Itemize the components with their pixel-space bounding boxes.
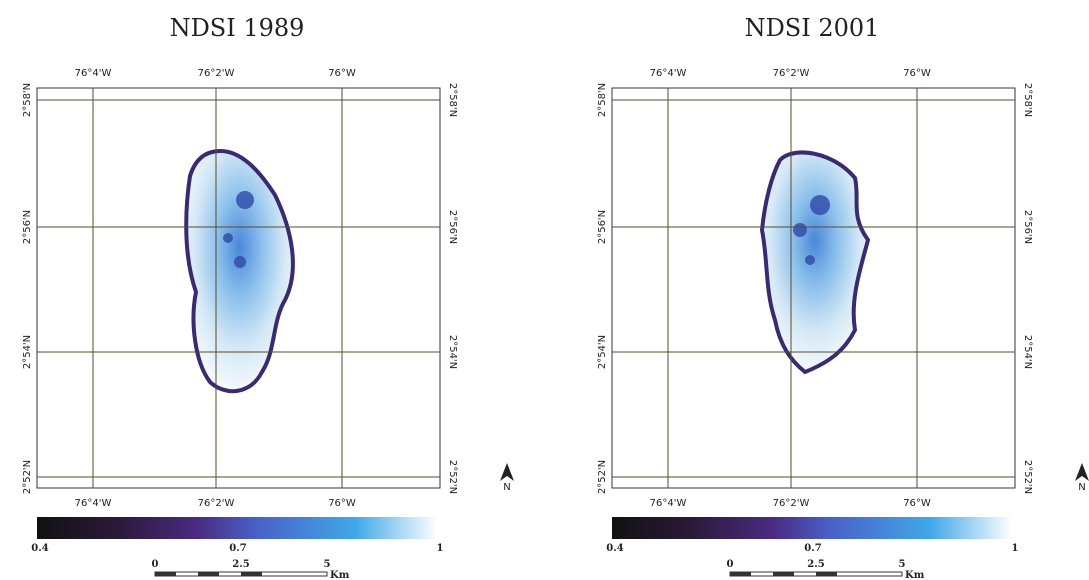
lon-label-bottom: 76°W xyxy=(328,498,356,509)
colorbar-label: 0.7 xyxy=(804,543,821,554)
lat-label-left: 2°56'N xyxy=(22,210,33,244)
map-panel: NDSI 1989 76°4'W 76°4'W 76°2'W 76°2'W 76°W 76°… xyxy=(22,14,514,580)
lat-label-left: 2°52'N xyxy=(597,460,608,494)
scale-bar-segment xyxy=(730,572,751,576)
north-arrow xyxy=(500,463,514,481)
map-panel: NDSI 2001 76°4'W 76°4'W 76°2'W 76°2'W 76°W 76°… xyxy=(597,14,1089,580)
panel-title: NDSI 2001 xyxy=(745,14,880,42)
lat-label-left: 2°58'N xyxy=(597,83,608,117)
colorbar xyxy=(612,517,1010,539)
map-frame xyxy=(611,87,1016,489)
colorbar-label: 0.7 xyxy=(229,543,246,554)
colorbar-label: 1 xyxy=(1012,543,1019,554)
lat-label-left: 2°58'N xyxy=(22,83,33,117)
scale-bar-segment xyxy=(155,572,176,576)
scale-label: 5 xyxy=(899,559,906,570)
scale-bar-segment xyxy=(198,572,219,576)
lat-label-right: 2°58'N xyxy=(1022,83,1033,117)
lon-label-top: 76°W xyxy=(903,68,931,79)
lat-label-left: 2°54'N xyxy=(22,335,33,369)
snow-dense-patch xyxy=(234,256,246,268)
lon-label-top: 76°W xyxy=(328,68,356,79)
lon-label-top: 76°2'W xyxy=(198,68,235,79)
scale-bar-segment xyxy=(241,572,262,576)
panel-title: NDSI 1989 xyxy=(170,14,305,42)
lat-label-right: 2°54'N xyxy=(1022,335,1033,369)
snow-dense-patch xyxy=(810,195,830,215)
lat-label-left: 2°54'N xyxy=(597,335,608,369)
colorbar-label: 0.4 xyxy=(31,543,48,554)
lon-label-top: 76°2'W xyxy=(773,68,810,79)
map-frame xyxy=(36,87,441,489)
snow-cover xyxy=(184,148,295,394)
scale-bar-segment xyxy=(773,572,794,576)
lon-label-bottom: 76°4'W xyxy=(650,498,687,509)
scale-unit: Km xyxy=(330,570,350,580)
lon-label-bottom: 76°2'W xyxy=(198,498,235,509)
lat-label-right: 2°58'N xyxy=(447,83,458,117)
lat-label-right: 2°52'N xyxy=(447,460,458,494)
lat-label-right: 2°56'N xyxy=(447,210,458,244)
colorbar xyxy=(37,517,435,539)
north-label: N xyxy=(1078,482,1085,493)
scale-label: 0 xyxy=(152,559,159,570)
lat-label-left: 2°56'N xyxy=(597,210,608,244)
lon-label-top: 76°4'W xyxy=(650,68,687,79)
snow-cover xyxy=(759,150,871,375)
scale-label: 2.5 xyxy=(807,559,824,570)
lat-label-right: 2°52'N xyxy=(1022,460,1033,494)
lon-label-top: 76°4'W xyxy=(75,68,112,79)
lon-label-bottom: 76°4'W xyxy=(75,498,112,509)
snow-dense-patch xyxy=(236,191,254,209)
colorbar-label: 0.4 xyxy=(606,543,623,554)
lat-label-left: 2°52'N xyxy=(22,460,33,494)
snow-dense-patch xyxy=(805,255,815,265)
lat-label-right: 2°54'N xyxy=(447,335,458,369)
colorbar-label: 1 xyxy=(437,543,444,554)
lon-label-bottom: 76°2'W xyxy=(773,498,810,509)
snow-dense-patch xyxy=(223,233,233,243)
lat-label-right: 2°56'N xyxy=(1022,210,1033,244)
scale-bar-segment xyxy=(816,572,837,576)
north-arrow xyxy=(1075,463,1089,481)
scale-label: 5 xyxy=(324,559,331,570)
north-label: N xyxy=(503,482,510,493)
scale-unit: Km xyxy=(905,570,925,580)
scale-label: 2.5 xyxy=(232,559,249,570)
lon-label-bottom: 76°W xyxy=(903,498,931,509)
scale-label: 0 xyxy=(727,559,734,570)
snow-dense-patch xyxy=(793,223,807,237)
